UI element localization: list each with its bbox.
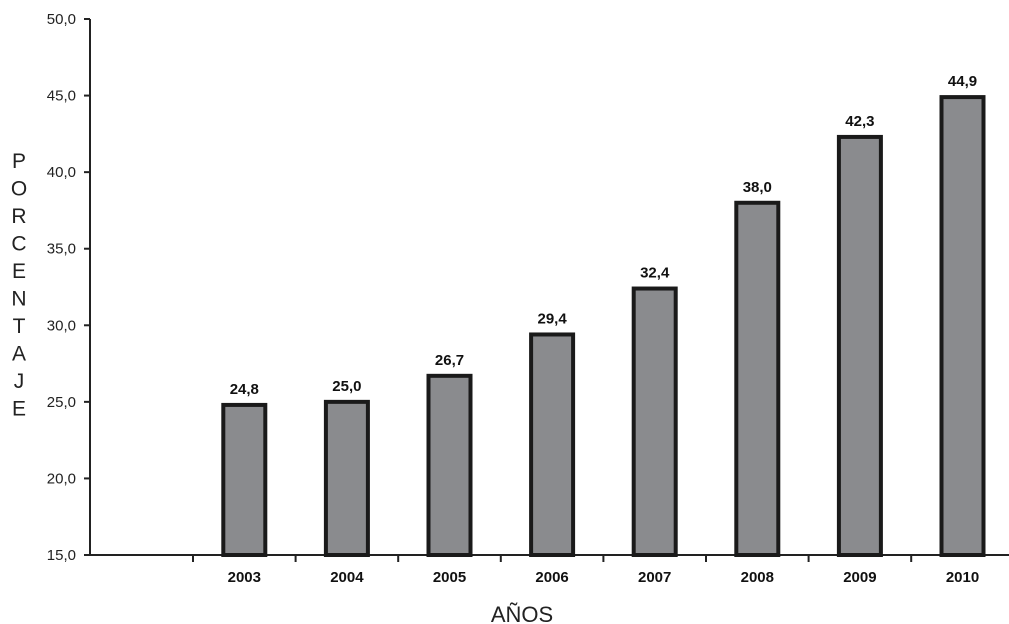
x-tick-label-2006: 2006 bbox=[535, 569, 568, 586]
bar-2003 bbox=[221, 402, 268, 558]
y-tick-label: 50,0 bbox=[47, 11, 76, 28]
data-label-2008: 38,0 bbox=[743, 179, 772, 196]
bars bbox=[221, 95, 986, 558]
x-tick-label-2005: 2005 bbox=[433, 569, 466, 586]
data-label-2005: 26,7 bbox=[435, 352, 464, 369]
data-label-2007: 32,4 bbox=[640, 265, 670, 282]
y-axis-title-letter: P bbox=[12, 150, 26, 173]
y-axis-title-letter: J bbox=[14, 370, 25, 393]
bar-2009 bbox=[836, 134, 883, 557]
x-tick-label-2004: 2004 bbox=[330, 569, 364, 586]
data-label-2009: 42,3 bbox=[845, 113, 874, 130]
x-tick-label-2007: 2007 bbox=[638, 569, 671, 586]
data-label-2004: 25,0 bbox=[332, 378, 361, 395]
bar-2010 bbox=[939, 95, 986, 558]
y-tick-label: 35,0 bbox=[47, 241, 76, 258]
data-labels: 24,8 25,0 26,7 29,4 32,4 38,0 42,3 44,9 bbox=[230, 73, 977, 398]
y-axis-title-letter: R bbox=[11, 205, 26, 228]
y-tick-label: 15,0 bbox=[47, 547, 76, 564]
y-axis-title-letter: E bbox=[12, 260, 26, 283]
bar-2004 bbox=[323, 399, 370, 557]
x-tick-label-2010: 2010 bbox=[946, 569, 979, 586]
y-tick-label: 45,0 bbox=[47, 88, 76, 105]
y-axis-title-letter: C bbox=[11, 233, 26, 256]
y-tick-label: 25,0 bbox=[47, 394, 76, 411]
y-axis-title-letter: N bbox=[11, 288, 26, 311]
y-axis-title-letter: T bbox=[13, 315, 26, 338]
bar-2008 bbox=[734, 200, 781, 557]
bar-2006 bbox=[529, 332, 576, 557]
data-label-2010: 44,9 bbox=[948, 73, 977, 90]
data-label-2003: 24,8 bbox=[230, 381, 259, 398]
y-tick-label: 20,0 bbox=[47, 470, 76, 487]
y-axis-title-letter: O bbox=[11, 178, 27, 201]
y-axis-title-letter: E bbox=[12, 398, 26, 421]
x-tick-label-2003: 2003 bbox=[228, 569, 261, 586]
y-axis-title-letter: A bbox=[12, 343, 26, 366]
x-tick-label-2009: 2009 bbox=[843, 569, 876, 586]
x-axis-title: AÑOS bbox=[491, 602, 553, 624]
x-tick-label-2008: 2008 bbox=[741, 569, 774, 586]
y-tick-label: 30,0 bbox=[47, 317, 76, 334]
bar-2005 bbox=[426, 373, 473, 557]
bar-2007 bbox=[631, 286, 678, 557]
data-label-2006: 29,4 bbox=[537, 310, 567, 327]
y-tick-label: 40,0 bbox=[47, 164, 76, 181]
